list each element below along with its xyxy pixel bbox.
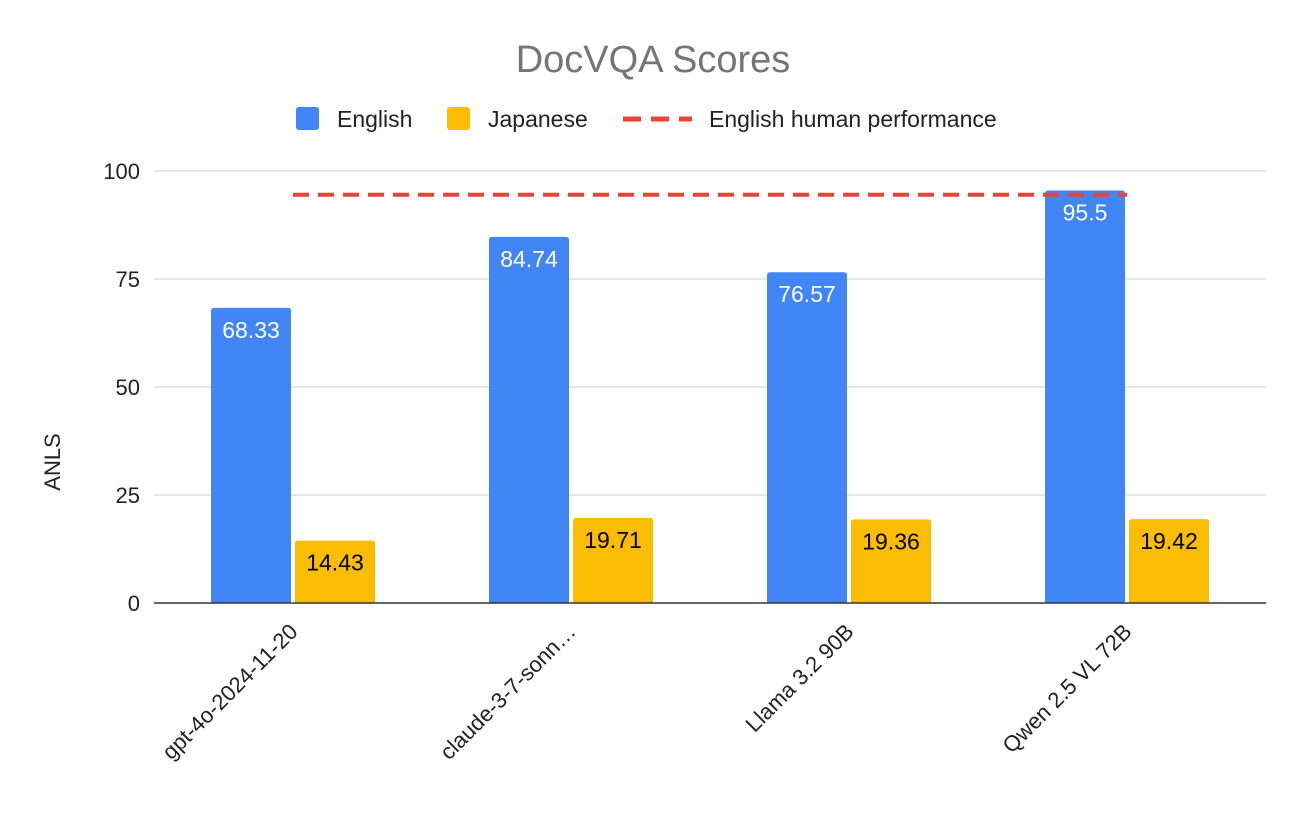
value-label-english: 95.5 [1063,199,1108,225]
y-tick-label: 50 [116,375,140,400]
value-label-japanese: 19.36 [862,528,920,554]
value-label-japanese: 19.71 [584,527,642,553]
legend: English Japanese English human performan… [296,106,997,132]
legend-label-english: English [337,106,412,132]
legend-label-human-performance: English human performance [709,106,997,132]
bar-english [489,236,569,603]
bar-japanese [573,517,653,603]
bar-japanese [851,519,931,603]
x-category-label: Llama 3.2 90B [741,619,859,737]
x-category-label: claude-3-7-sonn… [435,619,581,765]
x-category-label: Qwen 2.5 VL 72B [997,619,1136,758]
y-axis-title: ANLS [40,433,65,490]
bars [211,190,1209,603]
bar-japanese [295,540,375,603]
y-tick-label: 25 [116,483,140,508]
x-axis-labels: gpt-4o-2024-11-20 claude-3-7-sonn… Llama 3… [157,619,1136,765]
bar-english [211,307,291,603]
value-label-english: 68.33 [222,317,280,343]
chart-title: DocVQA Scores [516,39,791,81]
value-label-english: 76.57 [778,281,836,307]
y-axis-ticks: 0 25 50 75 100 [103,159,140,616]
bar-english [767,272,847,603]
value-label-english: 84.74 [500,246,558,272]
legend-label-japanese: Japanese [488,106,588,132]
y-tick-label: 75 [116,267,140,292]
legend-swatch-english [296,107,319,130]
bar-japanese [1129,519,1209,603]
y-tick-label: 0 [128,591,140,616]
value-label-japanese: 14.43 [306,550,364,576]
bar-english [1045,190,1125,603]
legend-swatch-japanese [447,107,470,130]
value-labels: 68.33 14.43 84.74 19.71 76.57 19.36 95.5 19.42 [222,199,1198,575]
y-tick-label: 100 [103,159,140,184]
value-label-japanese: 19.42 [1140,528,1198,554]
x-category-label: gpt-4o-2024-11-20 [157,619,302,764]
